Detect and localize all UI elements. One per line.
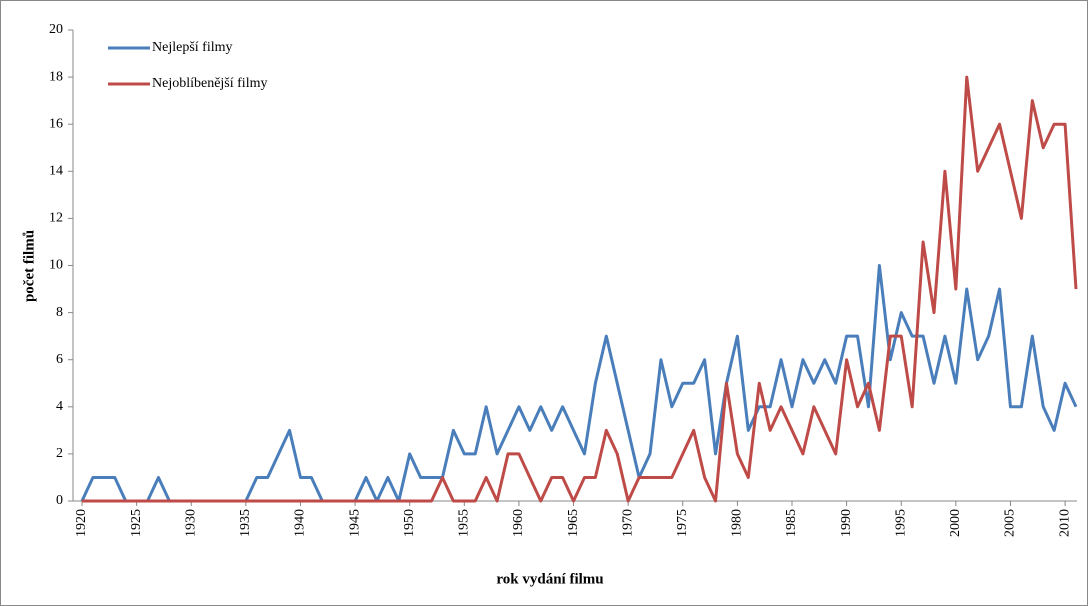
x-tick-label: 1965 <box>566 509 581 537</box>
y-tick-label: 20 <box>49 22 63 37</box>
x-tick-label: 1975 <box>675 509 690 537</box>
y-tick-label: 0 <box>56 493 63 508</box>
x-tick-label: 1990 <box>839 509 854 537</box>
x-tick-label: 1920 <box>74 509 89 537</box>
x-tick-label: 1935 <box>238 509 253 537</box>
legend-label: Nejoblíbenější filmy <box>152 76 267 91</box>
x-tick-label: 2000 <box>948 509 963 537</box>
x-tick-label: 1995 <box>893 509 908 537</box>
x-tick-label: 1945 <box>347 509 362 537</box>
x-tick-label: 1980 <box>730 509 745 537</box>
x-tick-label: 1940 <box>293 509 308 537</box>
y-tick-label: 2 <box>56 446 63 461</box>
x-tick-label: 1960 <box>511 509 526 537</box>
series-line <box>80 264 1078 503</box>
y-tick-label: 12 <box>49 211 63 226</box>
y-tick-label: 4 <box>56 399 63 414</box>
x-tick-label: 2010 <box>1057 509 1072 537</box>
x-tick-label: 1970 <box>620 509 635 537</box>
series-line <box>82 75 1078 503</box>
x-tick-label: 1955 <box>457 509 472 537</box>
y-axis-title: počet filmů <box>21 230 37 302</box>
x-tick-label: 1930 <box>183 509 198 537</box>
x-tick-label: 2005 <box>1003 509 1018 537</box>
legend-label: Nejlepší filmy <box>152 40 233 55</box>
y-tick-label: 18 <box>49 69 63 84</box>
x-tick-label: 1985 <box>784 509 799 537</box>
y-tick-label: 16 <box>49 116 63 131</box>
y-tick-label: 6 <box>56 352 63 367</box>
x-tick-label: 1925 <box>129 509 144 537</box>
x-tick-label: 1950 <box>402 509 417 537</box>
y-tick-label: 10 <box>49 258 63 273</box>
y-tick-label: 14 <box>49 164 63 179</box>
x-axis-title: rok vydání filmu <box>496 571 603 587</box>
y-tick-label: 8 <box>56 305 63 320</box>
